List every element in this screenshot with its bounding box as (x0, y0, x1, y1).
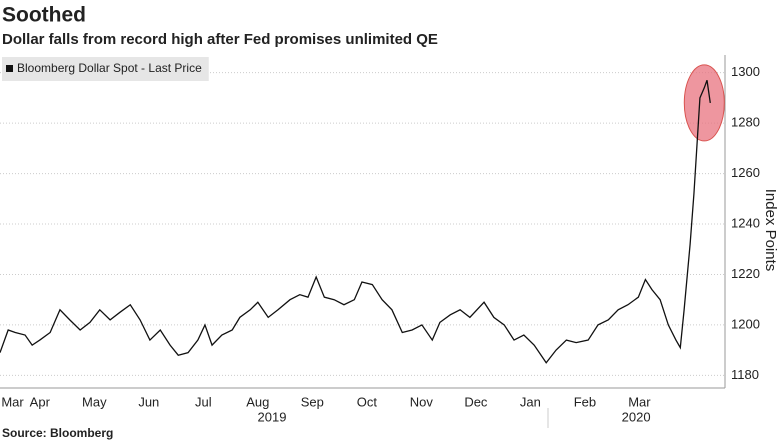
x-tick-label: Mar (628, 394, 651, 409)
x-tick-label: Aug (246, 394, 269, 409)
x-tick-label: Jan (520, 394, 541, 409)
x-tick-label: Dec (464, 394, 488, 409)
y-tick-label: 1260 (731, 165, 760, 180)
legend-label: Bloomberg Dollar Spot - Last Price (17, 61, 202, 75)
legend-box (2, 57, 209, 81)
chart-subtitle: Dollar falls from record high after Fed … (2, 31, 438, 48)
x-tick-label: Nov (410, 394, 434, 409)
x-tick-label: Apr (30, 394, 51, 409)
legend: Bloomberg Dollar Spot - Last Price (2, 57, 209, 81)
x-tick-label: Oct (357, 394, 378, 409)
x-tick-label: May (82, 394, 107, 409)
x-tick-label: Feb (574, 394, 596, 409)
legend-swatch (6, 65, 13, 72)
y-tick-label: 1180 (731, 367, 759, 382)
y-tick-label: 1220 (731, 266, 760, 281)
chart-title: Soothed (2, 4, 86, 27)
year-label: 2019 (258, 409, 287, 424)
y-tick-label: 1200 (731, 316, 760, 331)
x-tick-label: Jun (138, 394, 159, 409)
x-tick-label: Mar (1, 394, 24, 409)
x-tick-label: Jul (195, 394, 212, 409)
y-axis-label: Index Points (762, 189, 779, 272)
source: Source: Bloomberg (2, 426, 113, 440)
y-tick-label: 1300 (731, 64, 760, 79)
y-tick-label: 1240 (731, 215, 760, 230)
highlight-circle (683, 64, 725, 142)
year-label: 2020 (622, 409, 651, 424)
x-tick-label: Sep (301, 394, 324, 409)
line-series (0, 80, 711, 364)
y-tick-label: 1280 (731, 115, 760, 130)
